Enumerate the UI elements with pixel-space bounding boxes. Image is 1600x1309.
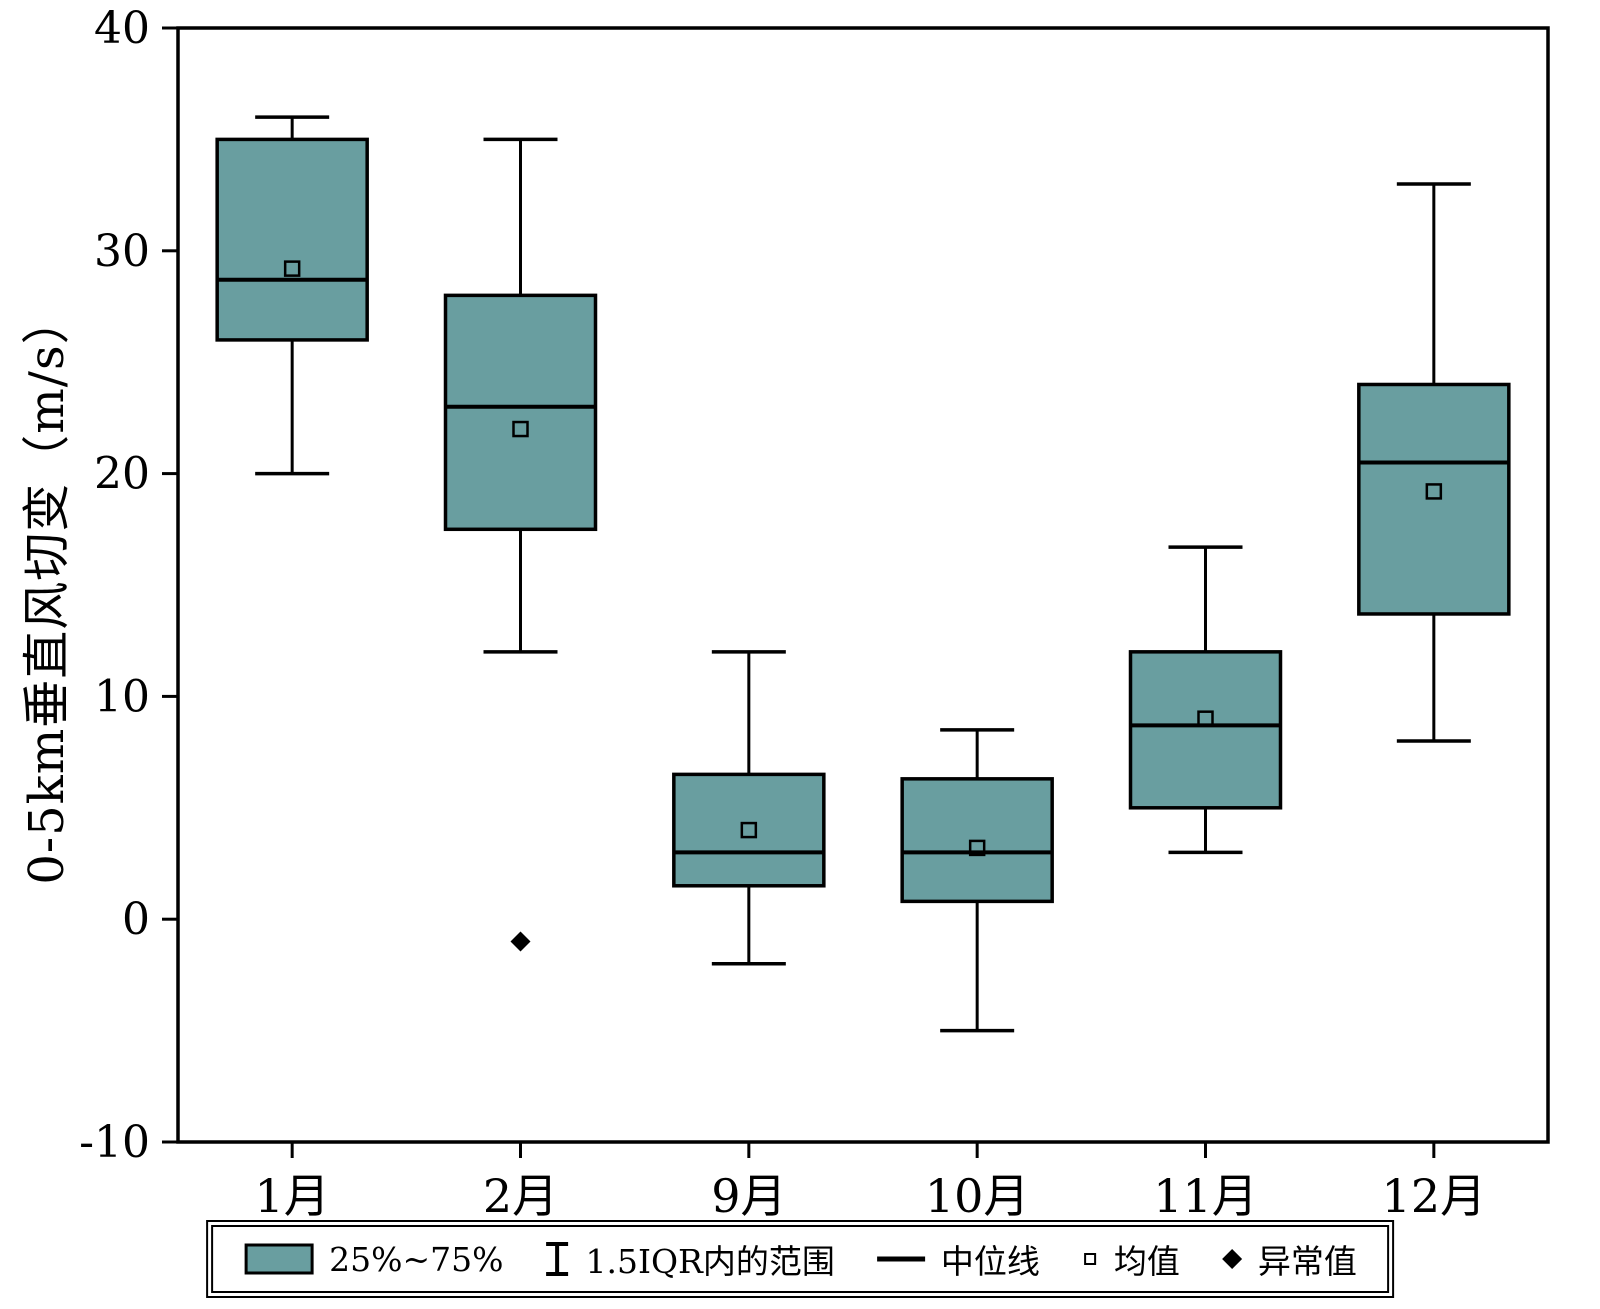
mean-marker	[283, 260, 301, 277]
x-tick-label: 12月	[1382, 1169, 1487, 1223]
axes	[176, 26, 1550, 1144]
y-tick-label: 10	[94, 671, 150, 722]
x-axis-tick: 12月	[1382, 1142, 1487, 1223]
mean-marker	[1425, 483, 1443, 500]
outlier-marker-icon	[1221, 1249, 1242, 1269]
iqr-box	[672, 772, 826, 888]
mean-marker-icon	[1083, 1253, 1096, 1265]
x-tick-label: 2月	[483, 1169, 558, 1223]
boxplot-10月	[900, 728, 1054, 1033]
boxplot-11月	[1128, 545, 1283, 855]
legend-label-mean: 均值	[1113, 1242, 1180, 1281]
mean-marker	[1197, 710, 1214, 727]
legend-item-mean: 均值	[1080, 1235, 1180, 1283]
x-tick-label: 1月	[255, 1169, 330, 1223]
x-axis-tick: 11月	[1153, 1142, 1258, 1223]
legend-item-outlier: 异常值	[1220, 1235, 1357, 1283]
boxplot-9月	[672, 650, 826, 966]
box-swatch-icon	[244, 1243, 314, 1275]
mean-marker	[968, 839, 986, 857]
outlier-marker	[510, 931, 531, 952]
iqr-box	[215, 137, 369, 342]
boxplot-canvas: -10 0 10 20 30 40 1月 2月 9月 10月 11月 12月	[79, 3, 1550, 1223]
y-tick-label: 40	[94, 3, 150, 54]
mean-marker	[512, 420, 529, 438]
legend-label-median: 中位线	[940, 1242, 1040, 1281]
x-axis-tick: 9月	[711, 1142, 786, 1223]
boxplot-12月	[1357, 182, 1511, 743]
median-line-icon	[876, 1256, 925, 1262]
legend-item-whisker: 1.5IQR内的范围	[543, 1235, 835, 1283]
y-tick-label: 20	[94, 449, 150, 500]
x-tick-label: 11月	[1153, 1169, 1258, 1223]
x-axis-tick: 2月	[483, 1142, 558, 1223]
legend: 25%~75% 1.5IQR内的范围 中位线 均值	[206, 1220, 1394, 1298]
x-tick-label: 9月	[711, 1169, 786, 1223]
legend-label-whisker: 1.5IQR内的范围	[585, 1242, 835, 1281]
x-axis-tick: 10月	[925, 1142, 1030, 1223]
legend-item-median: 中位线	[875, 1235, 1040, 1283]
boxplot-1月	[215, 115, 369, 476]
iqr-box	[443, 293, 598, 532]
legend-label-outlier: 异常值	[1257, 1242, 1357, 1281]
legend-label-iqr: 25%~75%	[329, 1239, 504, 1279]
x-tick-label: 10月	[925, 1169, 1030, 1223]
mean-marker	[740, 821, 758, 839]
y-tick-label: 0	[122, 894, 150, 945]
y-tick-label: -10	[79, 1117, 150, 1168]
legend-item-iqr-box: 25%~75%	[243, 1240, 503, 1279]
y-axis-ticks: -10 0 10 20 30 40	[79, 3, 178, 1168]
y-tick-label: 30	[94, 226, 150, 277]
iqr-box	[1128, 650, 1283, 810]
boxplot-2月	[443, 137, 598, 952]
whisker-icon	[546, 1242, 569, 1276]
x-axis-tick: 1月	[255, 1142, 330, 1223]
